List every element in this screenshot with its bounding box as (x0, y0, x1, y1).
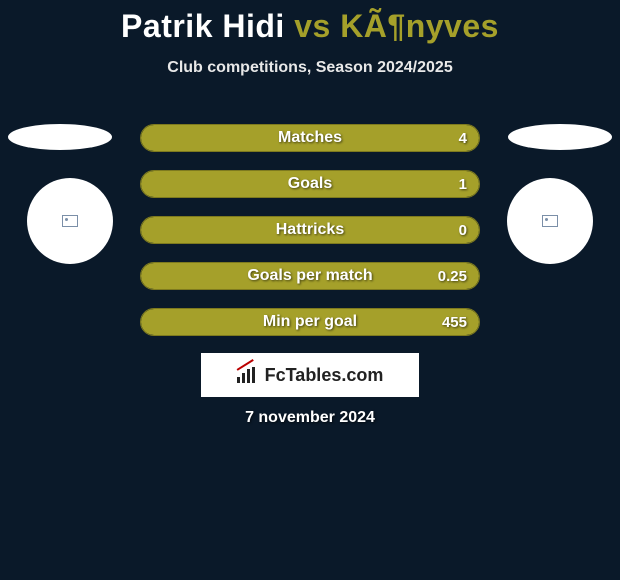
bar-fill (141, 263, 479, 289)
bar-chart-icon (237, 367, 259, 383)
bar-value: 455 (442, 309, 467, 335)
bar-value: 1 (459, 171, 467, 197)
logo-text: FcTables.com (265, 365, 384, 386)
bar-value: 0 (459, 217, 467, 243)
bar-value: 0.25 (438, 263, 467, 289)
bar-fill (141, 309, 479, 335)
stat-bar-min-per-goal: Min per goal 455 (140, 308, 480, 336)
stat-bar-goals: Goals 1 (140, 170, 480, 198)
right-player-avatar (507, 178, 593, 264)
date-text: 7 november 2024 (0, 409, 620, 427)
fctables-logo: FcTables.com (201, 353, 419, 397)
comparison-title: Patrik Hidi vs KÃ¶nyves (0, 0, 620, 45)
stat-bars: Matches 4 Goals 1 Hattricks 0 Goals per … (140, 124, 480, 354)
right-team-oval (508, 124, 612, 150)
bar-fill (141, 171, 479, 197)
subtitle: Club competitions, Season 2024/2025 (0, 59, 620, 77)
left-player-avatar (27, 178, 113, 264)
image-placeholder-icon (62, 215, 78, 227)
vs-text: vs (294, 8, 331, 44)
player1-name: Patrik Hidi (121, 8, 285, 44)
bar-fill (141, 125, 479, 151)
stat-bar-matches: Matches 4 (140, 124, 480, 152)
bar-value: 4 (459, 125, 467, 151)
stat-bar-hattricks: Hattricks 0 (140, 216, 480, 244)
bar-fill (141, 217, 479, 243)
image-placeholder-icon (542, 215, 558, 227)
left-team-oval (8, 124, 112, 150)
player2-name: KÃ¶nyves (340, 8, 499, 44)
stat-bar-goals-per-match: Goals per match 0.25 (140, 262, 480, 290)
